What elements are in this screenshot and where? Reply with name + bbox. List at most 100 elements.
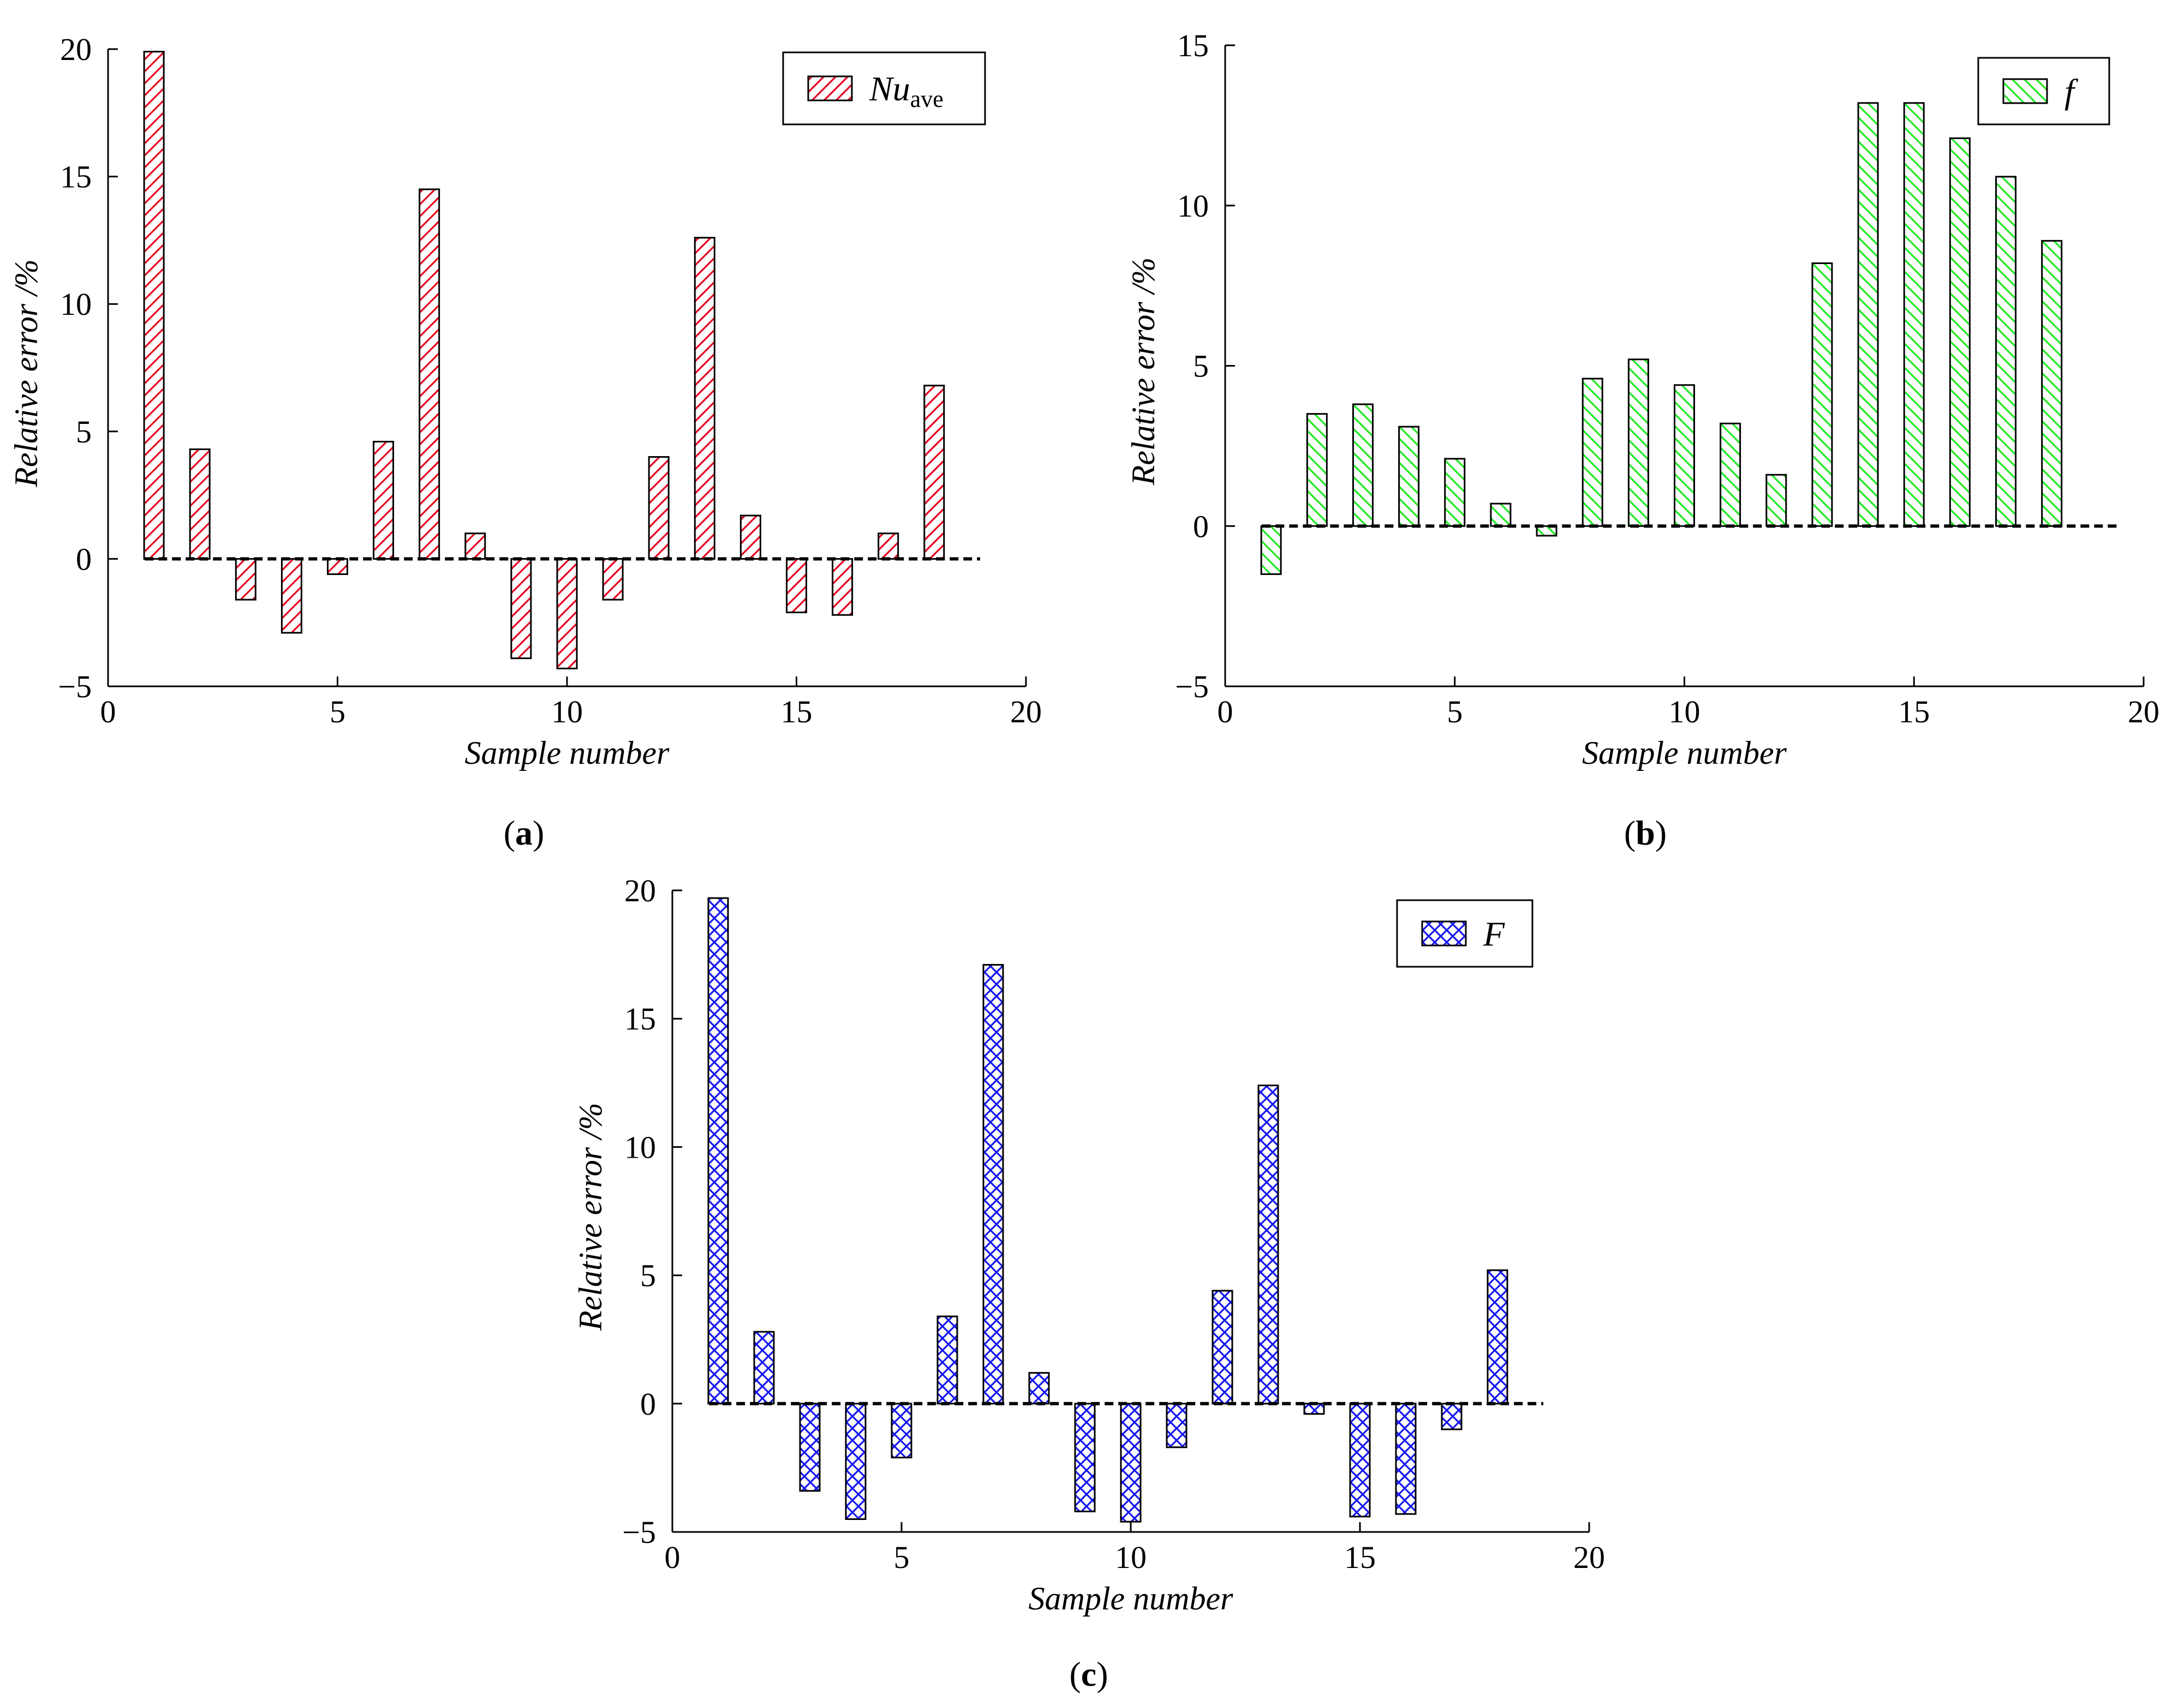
x-tick-label: 0 — [100, 694, 116, 729]
bar-sample-7 — [982, 963, 1004, 1405]
y-tick-label: 15 — [60, 159, 92, 195]
bar-sample-3 — [235, 558, 256, 601]
bar-sample-18 — [2041, 240, 2063, 527]
y-tick-label: 5 — [1193, 349, 1209, 384]
y-tick-label: 10 — [624, 1129, 656, 1165]
bar-sample-7 — [1536, 525, 1558, 537]
bar-sample-8 — [1028, 1372, 1050, 1405]
bar-sample-6 — [936, 1315, 958, 1405]
bar-sample-1 — [143, 51, 165, 560]
bar-sample-16 — [1395, 1403, 1417, 1515]
legend-swatch — [1421, 920, 1467, 947]
bar-sample-8 — [464, 532, 486, 560]
x-tick-label: 10 — [551, 694, 583, 729]
bar-sample-11 — [1720, 422, 1741, 527]
bar-sample-5 — [1444, 458, 1466, 527]
x-tick-label: 20 — [1010, 694, 1042, 729]
y-tick-label: 10 — [1177, 188, 1209, 224]
bar-sample-16 — [832, 558, 854, 616]
legend: f — [1977, 57, 2110, 125]
y-tick-label: 15 — [1177, 28, 1209, 63]
bar-sample-16 — [1949, 137, 1971, 527]
bar-sample-10 — [556, 558, 578, 669]
bar-sample-2 — [1306, 413, 1328, 527]
x-tick-label: 10 — [1669, 694, 1700, 729]
legend-swatch — [2002, 78, 2048, 104]
bar-sample-8 — [1582, 378, 1603, 527]
y-tick-label: 5 — [76, 414, 92, 450]
x-tick-label: 5 — [1447, 694, 1463, 729]
bar-sample-12 — [1212, 1290, 1233, 1405]
legend-label-subscript: ave — [910, 86, 944, 112]
x-tick-label: 10 — [1115, 1540, 1147, 1575]
bar-sample-9 — [1627, 358, 1649, 527]
x-tick-label: 20 — [2128, 694, 2159, 729]
bar-sample-13 — [1811, 262, 1833, 527]
legend-box — [1396, 899, 1533, 968]
bar-sample-18 — [923, 385, 945, 560]
bar-sample-2 — [753, 1331, 775, 1405]
y-tick-label: −5 — [622, 1515, 656, 1550]
x-axis-label: Sample number — [465, 735, 670, 771]
panel-b-caption: (b) — [1624, 813, 1667, 852]
bar-sample-12 — [1765, 474, 1787, 527]
bar-sample-14 — [739, 514, 761, 560]
y-axis-label: Relative error /% — [572, 1103, 608, 1331]
y-axis-label: Relative error /% — [8, 259, 44, 488]
bar-sample-14 — [1857, 102, 1879, 527]
bar-sample-5 — [891, 1403, 912, 1459]
bar-sample-9 — [1074, 1403, 1096, 1512]
x-tick-label: 0 — [1218, 694, 1233, 729]
bar-sample-5 — [327, 558, 348, 575]
y-tick-label: 10 — [60, 286, 92, 322]
y-tick-label: 0 — [76, 541, 92, 577]
bar-sample-6 — [373, 440, 395, 560]
legend: F — [1396, 899, 1533, 968]
bar-sample-13 — [1257, 1085, 1279, 1405]
bar-sample-2 — [189, 448, 211, 560]
bar-sample-17 — [878, 532, 899, 560]
panel-c-caption: (c) — [1069, 1655, 1108, 1693]
panel-a-caption: (a) — [504, 813, 545, 852]
y-tick-label: 0 — [1193, 508, 1209, 544]
bar-sample-10 — [1674, 384, 1695, 527]
bar-sample-15 — [1903, 102, 1925, 527]
y-tick-label: 0 — [640, 1386, 656, 1422]
x-tick-label: 15 — [1344, 1540, 1376, 1575]
bar-sample-17 — [1995, 176, 2017, 527]
bar-sample-6 — [1490, 502, 1512, 527]
bar-sample-11 — [602, 558, 624, 601]
bar-sample-4 — [845, 1403, 867, 1520]
bar-sample-1 — [1260, 525, 1282, 575]
bar-sample-15 — [1349, 1403, 1371, 1518]
panel-c: (c) 0 5 10 15 20 −5 0 5 10 15 20 Sample number Relat… — [572, 873, 1605, 1693]
y-tick-label: 15 — [624, 1001, 656, 1037]
legend-swatch — [807, 75, 853, 101]
bar-sample-13 — [694, 237, 715, 560]
bar-sample-9 — [510, 558, 532, 660]
x-tick-label: 15 — [781, 694, 813, 729]
x-tick-label: 5 — [894, 1540, 910, 1575]
y-axis-label: Relative error /% — [1125, 258, 1161, 486]
x-tick-label: 15 — [1898, 694, 1930, 729]
bar-sample-4 — [281, 558, 302, 634]
x-tick-label: 20 — [1573, 1540, 1605, 1575]
bar-sample-3 — [799, 1403, 821, 1492]
bar-sample-11 — [1166, 1403, 1188, 1448]
bar-sample-17 — [1441, 1403, 1463, 1430]
x-tick-label: 0 — [665, 1540, 681, 1575]
bar-sample-7 — [419, 188, 440, 560]
y-tick-label: 20 — [624, 873, 656, 908]
y-tick-label: −5 — [1175, 669, 1209, 704]
y-tick-label: −5 — [58, 669, 92, 704]
y-tick-label: 20 — [60, 32, 92, 67]
bar-sample-1 — [707, 897, 729, 1405]
legend: Nuave — [782, 51, 986, 125]
y-tick-label: 5 — [640, 1258, 656, 1294]
bar-sample-10 — [1120, 1403, 1142, 1523]
bar-sample-4 — [1398, 426, 1420, 527]
x-axis-label: Sample number — [1029, 1581, 1234, 1617]
bar-sample-12 — [648, 456, 670, 560]
